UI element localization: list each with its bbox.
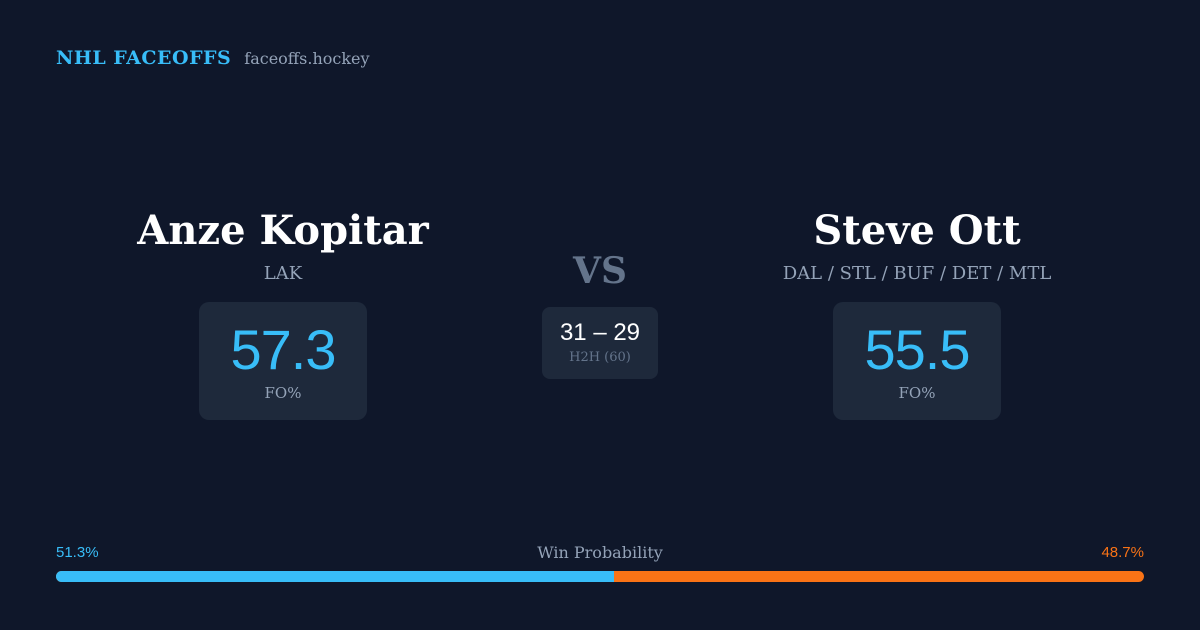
- player-left-fo-label: FO%: [264, 384, 302, 402]
- win-probability: 51.3% Win Probability 48.7%: [56, 543, 1144, 582]
- win-probability-left: 51.3%: [56, 544, 99, 561]
- h2h-score: 31 – 29: [559, 319, 641, 346]
- player-left-team: LAK: [263, 263, 303, 284]
- player-left-panel: Anze Kopitar LAK 57.3 FO%: [73, 205, 493, 420]
- player-right-team: DAL / STL / BUF / DET / MTL: [782, 263, 1052, 284]
- win-probability-bar: [56, 571, 1144, 582]
- brand-site: faceoffs.hockey: [244, 49, 370, 68]
- versus-label: VS: [573, 250, 627, 292]
- brand-title: NHL FACEOFFS: [56, 47, 232, 69]
- h2h-card: 31 – 29 H2H (60): [542, 307, 658, 379]
- win-probability-title: Win Probability: [537, 543, 663, 562]
- player-right-name: Steve Ott: [813, 207, 1021, 254]
- h2h-label: H2H (60): [569, 350, 631, 365]
- brand-header: NHL FACEOFFS faceoffs.hockey: [56, 47, 370, 69]
- win-probability-labels: 51.3% Win Probability 48.7%: [56, 543, 1144, 565]
- player-left-fo-card: 57.3 FO%: [199, 302, 367, 420]
- player-right-fo-label: FO%: [898, 384, 936, 402]
- win-probability-right: 48.7%: [1101, 544, 1144, 561]
- win-probability-fill-left: [56, 571, 615, 582]
- player-right-fo-value: 55.5: [864, 318, 971, 381]
- player-left-name: Anze Kopitar: [137, 207, 429, 254]
- player-right-fo-card: 55.5 FO%: [833, 302, 1001, 420]
- player-left-fo-value: 57.3: [230, 318, 337, 381]
- player-right-panel: Steve Ott DAL / STL / BUF / DET / MTL 55…: [707, 205, 1127, 420]
